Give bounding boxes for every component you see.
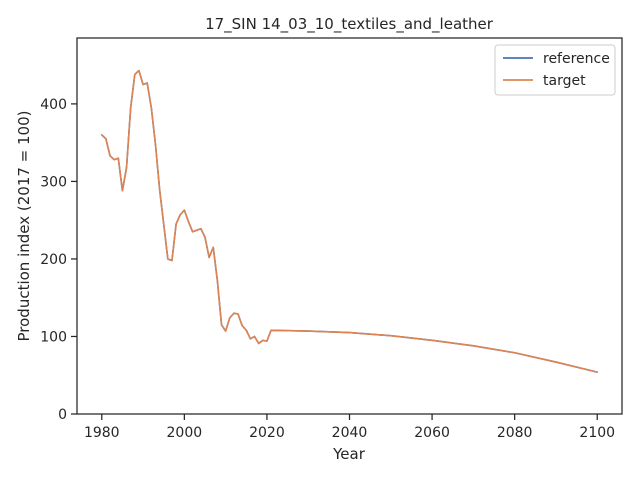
y-tick-label: 200 <box>40 252 67 268</box>
y-tick-label: 400 <box>40 97 67 113</box>
legend-label-target: target <box>543 73 586 89</box>
plot-area: 1980 2000 2020 2040 2060 2080 2100 0 100 200 300 40… <box>40 37 623 441</box>
x-tick-label: 2100 <box>579 425 615 441</box>
x-tick-label: 1980 <box>84 425 120 441</box>
x-tick-label: 2060 <box>414 425 450 441</box>
x-tick-label: 2080 <box>497 425 533 441</box>
y-tick-label: 100 <box>40 329 67 345</box>
y-tick-label: 0 <box>58 407 67 423</box>
chart-title: 17_SIN 14_03_10_textiles_and_leather <box>205 15 494 34</box>
y-tick-label: 300 <box>40 174 67 190</box>
series-line-reference <box>100 69 599 373</box>
y-axis-label: Production index (2017 = 100) <box>15 111 33 342</box>
legend-label-reference: reference <box>543 51 610 67</box>
series-line-target <box>100 69 599 373</box>
legend: reference target <box>494 44 616 96</box>
x-tick-label: 2040 <box>332 425 368 441</box>
x-axis-label: Year <box>332 445 366 463</box>
x-tick-label: 2000 <box>167 425 203 441</box>
x-tick-label: 2020 <box>249 425 285 441</box>
